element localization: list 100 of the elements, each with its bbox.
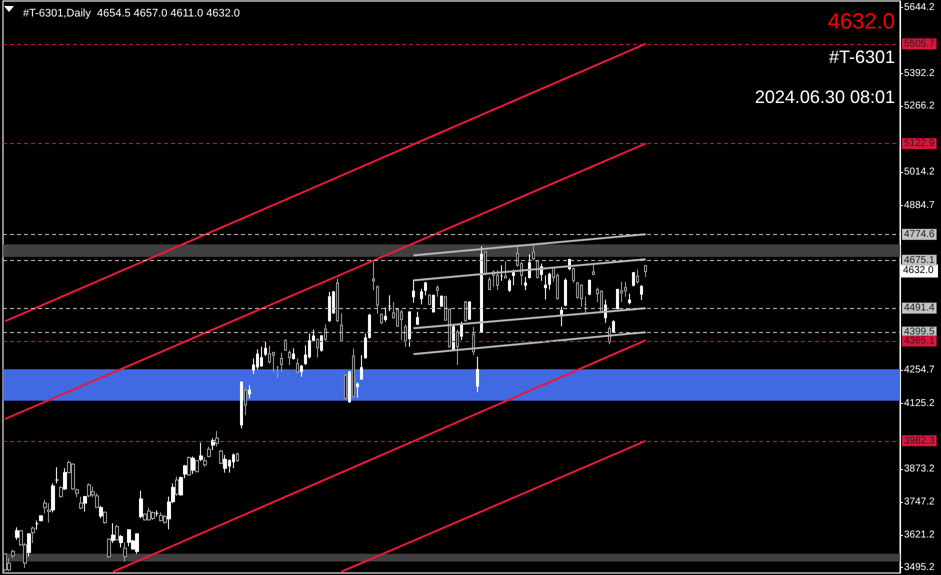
candlestick [360,354,363,380]
candlestick [644,264,647,278]
y-tick-label: 5014.2 [904,166,936,178]
y-tick-label: 4254.7 [904,364,936,376]
candlestick [544,274,547,300]
candlestick [348,370,351,404]
candlestick [324,324,327,342]
candlestick [244,388,247,416]
y-tick-label: 5644.2 [904,2,936,14]
candlestick [35,520,39,530]
candlestick [436,284,439,298]
candlestick [372,261,375,291]
candlestick [47,502,51,523]
candlestick [428,294,431,306]
candlestick [139,490,143,519]
candlestick [123,542,127,562]
candlestick [344,374,347,400]
candlestick [107,538,111,559]
y-tick-label: 3495.2 [904,562,936,574]
candlestick [616,288,619,310]
candlestick [284,339,287,352]
candlestick [508,278,511,292]
y-tick-label: 3621.2 [904,529,936,540]
candlestick [59,485,63,498]
candlestick [464,300,467,322]
candlestick [412,279,415,304]
candlestick [320,334,323,352]
candlestick [135,532,139,554]
candlestick [588,279,591,296]
candlestick [127,528,131,547]
y-tick-label: 3873.2 [904,464,936,475]
candlestick [260,346,263,368]
candlestick [115,524,119,541]
candlestick [456,329,459,366]
candlestick [215,430,219,448]
candlestick [103,511,107,524]
candlestick [356,382,359,398]
candlestick [340,312,343,342]
annotation: 4632.0 [828,8,896,34]
candlestick [580,284,583,308]
candlestick [432,294,435,314]
y-tick-label: 3747.2 [904,496,936,508]
candlestick [296,358,299,374]
candlestick [147,506,151,522]
ref-line-label: 4365.1 [904,336,936,347]
candlestick [15,526,19,540]
candlestick [11,549,15,559]
candlestick [460,321,463,341]
ref-line-label: 4399.5 [904,326,936,338]
candlestick [468,300,471,320]
ref-line-label: 5122.9 [904,138,936,150]
ref-line-label: 4675.1 [904,254,936,266]
candlestick [380,312,383,325]
candlestick [3,553,7,572]
candlestick [512,269,515,286]
candlestick [280,352,283,372]
candlestick [572,267,575,284]
candlestick [640,284,643,301]
candlestick [219,450,223,465]
candlestick [79,496,83,510]
candlestick [63,468,67,490]
candlestick [155,510,159,517]
candlestick [27,532,31,558]
text: #T-6301,Daily 4654.5 4657.0 4611.0 4632.0 [23,8,240,20]
candlestick [484,250,487,276]
candlestick [404,324,407,348]
annotation: 4632.0 [903,264,934,276]
candlestick [584,296,587,314]
y-tick-label: 4125.2 [904,398,936,410]
candlestick [336,278,339,322]
candlestick [524,276,527,291]
candlestick [187,456,191,476]
ref-line-label: 4774.6 [904,228,936,240]
candlestick [636,269,639,284]
candlestick [316,338,319,358]
candlestick [488,276,491,291]
annotation: 2024.06.30 08:01 [754,87,896,107]
candlestick [620,281,623,302]
candlestick [548,272,551,290]
candlestick [240,381,243,429]
y-tick-label: 4884.7 [904,200,936,212]
candlestick [203,456,207,468]
candlestick [388,294,391,312]
candlestick [384,306,387,322]
candlestick [264,340,267,357]
candlestick [191,456,195,474]
candlestick [440,294,443,308]
y-tick-label: 5266.2 [904,100,936,112]
candlestick [480,246,483,332]
candlestick [199,442,203,462]
candlestick [195,459,199,473]
candlestick [39,514,43,522]
candlestick [256,348,259,370]
candlestick [504,260,507,280]
candlestick [424,281,427,296]
candlestick [87,482,91,498]
candlestick [408,311,411,348]
candlestick [163,514,167,524]
candlestick [352,348,355,398]
candlestick [500,264,503,282]
